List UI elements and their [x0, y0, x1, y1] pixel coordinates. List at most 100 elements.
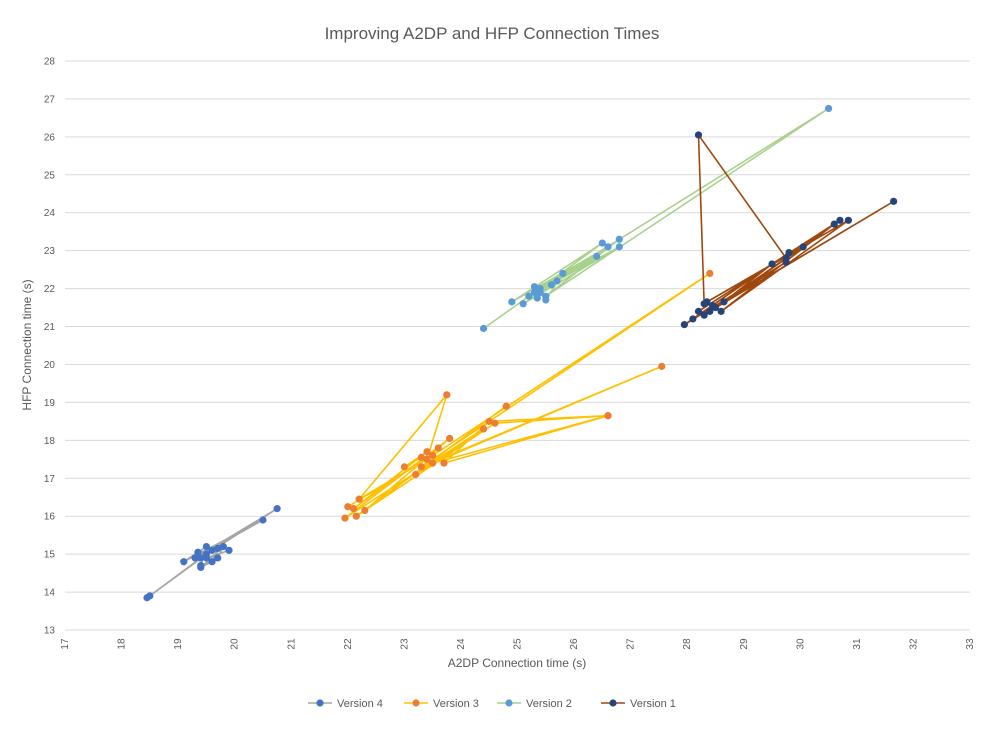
data-point-v1	[694, 131, 703, 139]
x-tick-label: 22	[343, 638, 354, 650]
data-point-v1	[706, 307, 714, 315]
data-point-v3	[485, 417, 493, 425]
x-tick-label: 31	[852, 638, 863, 650]
series-line-v1	[683, 134, 895, 326]
data-point-v4	[214, 554, 222, 562]
data-point-v4	[273, 505, 281, 513]
data-point-v1	[890, 197, 898, 205]
data-point-v2	[530, 288, 539, 296]
data-point-v2	[530, 283, 539, 291]
chart-title: Improving A2DP and HFP Connection Times	[325, 24, 660, 43]
data-point-v1	[830, 220, 838, 228]
data-point-v3	[434, 444, 442, 452]
legend-label-v4: Version 4	[337, 698, 383, 710]
x-tick-label: 32	[908, 638, 919, 650]
data-point-v1	[720, 298, 728, 306]
data-point-v1	[709, 302, 717, 310]
legend-label-v2: Version 2	[526, 698, 572, 710]
y-tick-label: 19	[44, 398, 56, 409]
x-tick-label: 28	[682, 638, 693, 650]
data-point-v4	[214, 544, 222, 553]
y-axis-label: HFP Connection time (s)	[20, 279, 34, 410]
data-point-v4	[219, 542, 227, 551]
data-point-v3	[491, 419, 499, 427]
data-point-v2	[553, 277, 561, 285]
data-point-v3	[417, 453, 425, 462]
x-tick-label: 27	[626, 638, 637, 650]
legend-marker-v3	[412, 699, 420, 707]
y-tick-label: 18	[44, 436, 56, 447]
data-point-v3	[446, 434, 454, 443]
data-point-v4	[202, 542, 211, 551]
y-tick-label: 20	[44, 360, 56, 371]
legend-marker-v4	[316, 699, 324, 707]
data-point-v1	[799, 243, 807, 251]
data-point-v2	[824, 104, 833, 113]
data-point-v3	[344, 503, 352, 511]
x-tick-label: 29	[739, 638, 750, 650]
data-point-v2	[615, 243, 623, 251]
x-tick-label: 19	[173, 638, 184, 650]
data-point-v1	[717, 307, 725, 315]
y-tick-label: 15	[44, 550, 56, 561]
data-point-v3	[429, 451, 437, 460]
y-tick-label: 22	[44, 284, 56, 295]
x-tick-label: 18	[117, 638, 128, 650]
data-point-v1	[694, 307, 703, 315]
data-point-v3	[423, 448, 431, 456]
data-point-v4	[197, 563, 205, 572]
data-point-v3	[502, 402, 510, 410]
data-point-v2	[536, 288, 544, 296]
data-point-v2	[604, 243, 612, 251]
legend: Version 4 Version 3 Version 2 Version 1	[308, 698, 676, 710]
gridlines	[65, 60, 970, 631]
data-point-v1	[836, 216, 844, 224]
x-tick-label: 20	[230, 638, 241, 650]
data-point-v3	[479, 425, 488, 433]
series-line-v3	[344, 272, 711, 519]
data-point-v3	[349, 505, 358, 513]
data-point-v4	[194, 548, 202, 556]
data-point-v4	[146, 592, 154, 600]
legend-label-v1: Version 1	[630, 698, 676, 710]
data-point-v1	[700, 311, 708, 319]
data-point-v3	[423, 455, 431, 463]
series-points	[143, 104, 898, 602]
y-tick-label: 27	[44, 94, 56, 105]
data-point-v4	[191, 554, 199, 562]
data-point-v3	[443, 391, 451, 399]
data-point-v2	[598, 239, 606, 247]
data-point-v1	[768, 260, 776, 268]
data-point-v2	[525, 292, 533, 300]
data-point-v4	[259, 516, 267, 524]
data-point-v2	[533, 294, 541, 302]
data-point-v1	[844, 216, 852, 224]
data-point-v3	[341, 514, 349, 522]
data-point-v2	[547, 281, 556, 289]
x-tick-label: 21	[286, 638, 297, 650]
y-tick-label: 28	[44, 57, 56, 68]
data-point-v2	[479, 324, 488, 333]
y-tick-label: 23	[44, 246, 56, 257]
data-point-v3	[440, 459, 448, 467]
data-point-v4	[202, 554, 211, 562]
data-point-v3	[352, 512, 360, 520]
y-tick-label: 16	[44, 512, 56, 523]
y-tick-label: 13	[44, 626, 56, 637]
data-point-v1	[703, 298, 711, 306]
y-tick-label: 24	[44, 208, 56, 219]
data-point-v2	[559, 269, 567, 278]
data-point-v2	[519, 300, 527, 308]
y-tick-label: 26	[44, 132, 56, 143]
y-tick-label: 14	[44, 588, 56, 599]
y-tick-label: 17	[44, 474, 56, 485]
x-tick-labels: 17 18 19 20 21 22 23 24 25 26 27 28 29 30 31 32 33	[60, 638, 976, 650]
data-point-v4	[208, 558, 216, 566]
data-point-v3	[658, 362, 666, 370]
data-point-v2	[508, 298, 516, 306]
data-point-v3	[400, 463, 408, 471]
data-point-v3	[429, 459, 437, 467]
data-point-v4	[208, 546, 216, 554]
series-lines	[146, 107, 895, 599]
data-point-v3	[417, 463, 425, 471]
